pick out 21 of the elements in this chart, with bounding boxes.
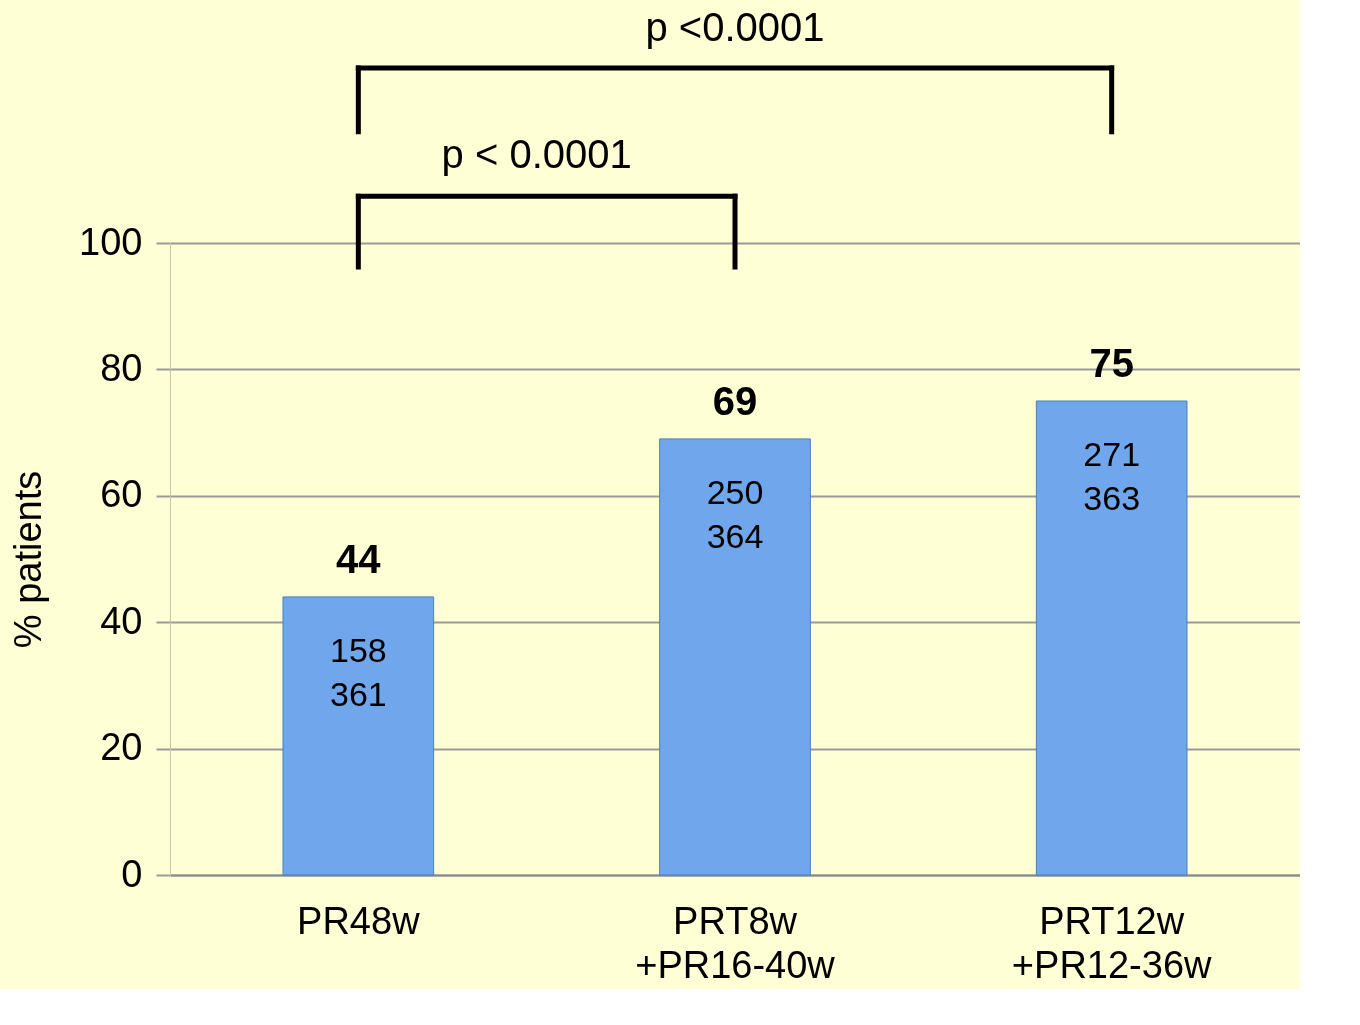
bar (1035, 400, 1188, 876)
bar (659, 438, 811, 876)
y-tick-label: 20 (100, 726, 143, 769)
annotation: 158 361 (329, 630, 387, 713)
data-label: 75 (1089, 341, 1134, 385)
data-label: 69 (712, 378, 758, 423)
text: p <0.0001 (645, 4, 825, 49)
x-tick-label: PRT8w +PR16-40w (635, 899, 836, 986)
y-axis-title: % patients (7, 470, 50, 649)
x-tick-label: PRT12w +PR12-36w (1011, 899, 1213, 986)
y-tick-label: 100 (79, 220, 143, 263)
y-tick-label: 60 (100, 473, 143, 516)
bar (282, 596, 435, 876)
y-tick-label: 0 (121, 852, 143, 895)
x-tick-label: PR48w (297, 899, 421, 942)
data-label: 44 (336, 536, 382, 581)
annotation: 271 363 (1083, 435, 1141, 517)
y-tick-label: 40 (100, 599, 143, 642)
y-tick-label: 80 (100, 346, 143, 389)
text: p < 0.0001 (441, 131, 632, 176)
annotation: 250 364 (706, 472, 764, 555)
